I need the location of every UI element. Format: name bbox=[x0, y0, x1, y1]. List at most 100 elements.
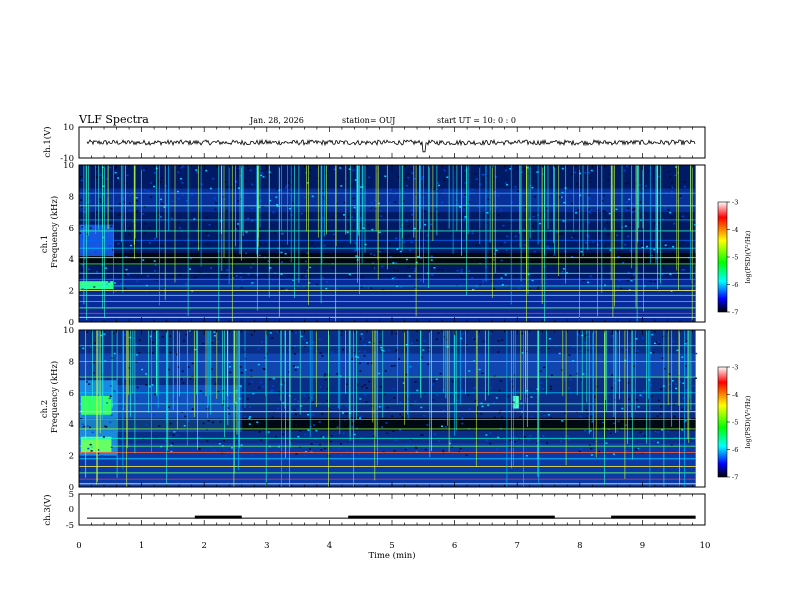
spectrogram-speckle bbox=[208, 224, 211, 226]
spectrogram-speckle bbox=[498, 390, 501, 392]
spectrogram-speckle bbox=[240, 444, 243, 446]
spectrogram-speckle bbox=[261, 252, 264, 255]
spectrogram-speckle bbox=[169, 422, 172, 425]
spectrogram-speckle bbox=[613, 422, 616, 425]
spectrogram-speckle bbox=[409, 249, 411, 251]
spectrogram-speckle bbox=[463, 217, 466, 220]
spectrogram-speckle bbox=[239, 366, 242, 368]
x-tick-label: 8 bbox=[577, 541, 582, 551]
spectrogram-speckle bbox=[516, 190, 519, 192]
spectrogram-speckle bbox=[348, 226, 351, 229]
spectrogram-speckle bbox=[370, 287, 372, 289]
spectrogram-speckle bbox=[167, 368, 170, 371]
spectrogram-speckle bbox=[511, 454, 514, 457]
spectrogram-speckle bbox=[313, 424, 315, 426]
spectrogram-speckle bbox=[497, 267, 500, 270]
spectrogram-speckle bbox=[411, 342, 413, 344]
spectrogram-speckle bbox=[195, 276, 198, 278]
spectrogram-speckle bbox=[276, 450, 278, 453]
spectrogram-speckle bbox=[97, 333, 99, 336]
spectrogram-speckle bbox=[652, 351, 655, 354]
spectrogram-speckle bbox=[360, 286, 363, 288]
spectrogram-speckle bbox=[415, 240, 418, 243]
spectrogram-speckle bbox=[167, 249, 170, 251]
spectrogram-speckle bbox=[305, 172, 308, 174]
spectrogram-speckle bbox=[475, 386, 478, 388]
spectrogram-speckle bbox=[395, 332, 398, 335]
spectrogram-speckle bbox=[651, 254, 654, 257]
spectrogram-speckle bbox=[580, 250, 583, 253]
spectrogram-speckle bbox=[250, 455, 253, 457]
spectrogram-speckle bbox=[604, 284, 606, 287]
spectrogram-speckle bbox=[267, 431, 270, 433]
spectrogram-speckle bbox=[119, 213, 122, 216]
spectrogram-speckle bbox=[496, 448, 499, 450]
ch2-freq-label-line1: ch.2 bbox=[40, 400, 50, 418]
spectrogram-speckle bbox=[371, 228, 374, 231]
spectrogram-speckle bbox=[136, 210, 139, 212]
spectrogram-speckle bbox=[410, 403, 412, 406]
spectrogram-speckle bbox=[617, 228, 620, 230]
spectrogram-speckle bbox=[145, 384, 148, 386]
spectrogram-speckle bbox=[612, 330, 614, 333]
spectrogram-speckle bbox=[290, 393, 293, 396]
spectrogram-speckle bbox=[287, 181, 290, 184]
spectrogram-speckle bbox=[271, 337, 274, 339]
spectrogram-speckle bbox=[523, 244, 526, 246]
spectrogram-speckle bbox=[661, 273, 664, 275]
spectrogram-speckle bbox=[683, 269, 686, 271]
spectrogram-speckle bbox=[622, 261, 625, 264]
spectrogram-speckle bbox=[180, 378, 183, 380]
spectrogram-speckle bbox=[606, 222, 609, 224]
spectrogram-speckle bbox=[99, 174, 102, 176]
spectrogram-early-patch bbox=[116, 384, 242, 433]
spectrogram-speckle bbox=[577, 334, 580, 336]
spectrogram-speckle bbox=[508, 285, 511, 288]
spectrogram-speckle bbox=[346, 383, 349, 385]
spectrogram-speckle bbox=[350, 259, 353, 261]
spectrogram-speckle bbox=[347, 426, 350, 428]
ch3-v-tick-bottom: -5 bbox=[66, 521, 74, 531]
ch2-spectrogram-ticks bbox=[78, 330, 706, 487]
spectrogram-speckle bbox=[277, 407, 279, 410]
spectrogram-speckle bbox=[478, 368, 481, 371]
spectrogram-speckle bbox=[198, 169, 201, 171]
spectrogram-speckle bbox=[256, 276, 259, 279]
spectrogram-speckle bbox=[109, 166, 112, 169]
spectrogram-speckle bbox=[373, 342, 376, 344]
spectrogram-speckle bbox=[321, 355, 324, 357]
spectrogram-speckle bbox=[683, 181, 686, 183]
spectrogram-speckle bbox=[433, 188, 436, 190]
spectrogram-speckle bbox=[611, 186, 614, 189]
spectrogram-speckle bbox=[300, 276, 303, 279]
spectrogram-speckle bbox=[436, 338, 438, 341]
spectrogram-speckle bbox=[172, 434, 175, 436]
spectrogram-speckle bbox=[391, 277, 394, 280]
spectrogram-speckle bbox=[201, 401, 204, 403]
spectrogram-speckle bbox=[268, 356, 271, 358]
spectrogram-speckle bbox=[661, 231, 664, 233]
spectrogram-speckle bbox=[566, 435, 569, 437]
spectrogram-speckle bbox=[384, 175, 387, 177]
spectrogram-speckle bbox=[655, 252, 658, 255]
spectrogram-speckle bbox=[567, 387, 570, 390]
spectrogram-speckle bbox=[82, 347, 85, 350]
spectrogram-speckle bbox=[627, 271, 630, 274]
spectrogram-speckle bbox=[114, 166, 117, 169]
x-tick-label: 4 bbox=[327, 541, 332, 551]
spectrogram-speckle bbox=[359, 370, 362, 372]
spectrogram-speckle bbox=[395, 344, 398, 346]
spectrogram-speckle bbox=[548, 338, 551, 340]
spectrogram-speckle bbox=[359, 217, 362, 219]
spectrogram-speckle bbox=[597, 209, 600, 212]
spectrogram-speckle bbox=[410, 167, 413, 170]
spectrogram-speckle bbox=[361, 338, 364, 340]
spectrogram-speckle bbox=[370, 202, 373, 204]
spectrogram-speckle bbox=[135, 197, 138, 199]
spectrogram-speckle bbox=[406, 447, 409, 449]
spectrogram-speckle bbox=[497, 436, 500, 439]
spectrogram-speckle bbox=[666, 246, 668, 249]
spectrogram-speckle bbox=[602, 194, 605, 197]
spectrogram-speckle bbox=[654, 342, 656, 344]
spectrogram-speckle bbox=[501, 284, 504, 286]
